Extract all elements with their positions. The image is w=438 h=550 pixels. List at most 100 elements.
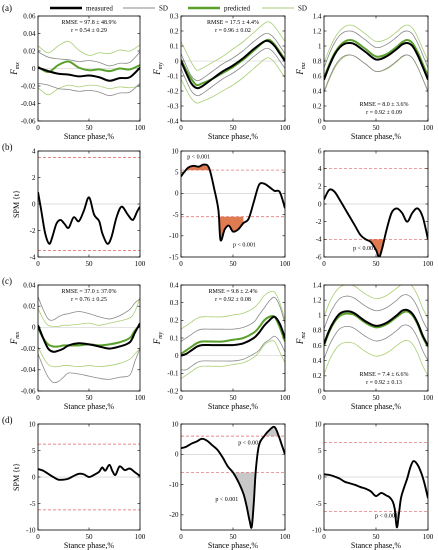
plot-area — [38, 157, 140, 251]
subplot-grid: RMSE = 97.8 ± 48.9% r = 0.54 ± 0.29 -0.06 -… — [9, 12, 434, 550]
chart-b3: p < 0.001 -6 -4 -2 0 2 4 6 0 50 100 — [316, 147, 434, 268]
y-axis-label: SPM {t} — [12, 463, 21, 491]
series-measured-sd-1 — [181, 32, 285, 82]
x-tick-label: 0 — [36, 533, 40, 541]
series-predicted-3 — [38, 324, 140, 348]
y-tick-label: -0.3 — [167, 102, 179, 110]
x-tick-label: 50 — [86, 260, 94, 268]
p-value-label-0: p < 0.001 — [238, 441, 261, 447]
y-axis-label-subscript: my — [158, 331, 164, 338]
plot-area — [181, 163, 285, 242]
y-axis-label-symbol: F — [295, 338, 305, 345]
panel-label-d: (d) — [2, 415, 13, 425]
series-predicted-3 — [181, 38, 285, 87]
x-tick-label: 0 — [322, 260, 326, 268]
series-measured-sd-2 — [324, 54, 428, 92]
series-predicted-sd-4 — [181, 21, 285, 71]
x-tick-label: 100 — [280, 394, 291, 402]
x-axis-label: Stance phase,% — [64, 402, 115, 411]
x-tick-label: 100 — [135, 533, 146, 541]
rmse-annotation: RMSE = 9.8 ± 2.4% — [208, 289, 257, 295]
y-tick-label: 0 — [175, 190, 179, 198]
chart-c3: RMSE = 7.4 ± 6.6% r = 0.92 ± 0.13 0 0.2 0.4 0… — [295, 281, 434, 411]
y-tick-label: 0 — [175, 57, 179, 65]
series-measured-sd-1 — [38, 296, 140, 321]
rmse-annotation: RMSE = 8.0 ± 3.6% — [359, 102, 408, 108]
y-tick-label: 0.02 — [23, 303, 36, 311]
y-tick-label: 0.2 — [170, 317, 179, 325]
series-measured-sd-1 — [324, 294, 428, 331]
series-measured-0 — [38, 322, 140, 353]
y-tick-label: 10 — [29, 420, 37, 428]
chart-b1: -4 -2 0 2 4 0 50 100 SPM {t} — [12, 147, 146, 268]
y-tick-label: -10 — [26, 526, 36, 534]
y-tick-label: 0 — [32, 324, 36, 332]
y-tick-label: -0.2 — [167, 87, 179, 95]
spm-t-curve — [181, 163, 285, 242]
series-measured-sd-2 — [181, 335, 285, 371]
x-tick-label: 0 — [322, 124, 326, 132]
x-tick-label: 100 — [280, 533, 291, 541]
y-tick-label: 0.2 — [170, 27, 179, 35]
y-tick-label: -10 — [312, 526, 322, 534]
correlation-annotation: r = 0.92 ± 0.13 — [366, 380, 402, 386]
chart-c2: RMSE = 9.8 ± 2.4% r = 0.92 ± 0.08 -0.2 -0.1… — [152, 281, 291, 411]
series-measured-sd-2 — [324, 324, 428, 361]
p-value-label-0: p < 0.001 — [375, 513, 398, 519]
plot-area — [181, 425, 285, 529]
x-tick-label: 100 — [135, 394, 146, 402]
p-value-label-1: p < 0.001 — [215, 497, 238, 503]
x-tick-label: 100 — [423, 124, 434, 132]
x-tick-label: 0 — [179, 260, 183, 268]
series-predicted-sd-5 — [181, 57, 285, 104]
y-tick-label: -15 — [169, 253, 179, 261]
y-tick-label: -5 — [316, 500, 322, 508]
panel-label-a: (a) — [2, 3, 12, 13]
plot-area — [181, 290, 285, 379]
x-tick-label: 100 — [280, 260, 291, 268]
y-tick-label: -0.2 — [167, 387, 179, 395]
spm-t-curve — [38, 191, 140, 245]
x-tick-label: 50 — [373, 124, 381, 132]
series-measured-0 — [181, 315, 285, 357]
y-axis-label: Fmx — [9, 331, 21, 345]
y-tick-label: -4 — [30, 253, 36, 261]
y-tick-label: 0.02 — [23, 47, 36, 55]
plot-area — [181, 21, 285, 104]
p-value-label-0: p < 0.001 — [353, 246, 376, 252]
x-tick-label: 50 — [230, 124, 238, 132]
series-measured-sd-1 — [38, 51, 140, 67]
chart-c1: RMSE = 37.0 ± 37.0% r = 0.76 ± 0.25 -0.06 -… — [9, 281, 146, 411]
x-tick-label: 100 — [423, 533, 434, 541]
y-tick-label: -0.06 — [21, 117, 36, 125]
x-tick-label: 50 — [86, 533, 94, 541]
y-tick-label: -0.1 — [167, 370, 179, 378]
plot-area — [38, 443, 140, 511]
x-tick-label: 50 — [230, 260, 238, 268]
x-tick-label: 50 — [86, 124, 94, 132]
y-axis-label-subscript: mz — [301, 62, 307, 69]
correlation-annotation: r = 0.54 ± 0.29 — [71, 28, 107, 34]
y-tick-label: -5 — [30, 500, 36, 508]
y-axis-label-subscript: my — [158, 62, 164, 69]
series-predicted-sd-5 — [38, 84, 140, 96]
y-tick-label: 0 — [318, 200, 322, 208]
series-measured-sd-1 — [324, 30, 428, 68]
y-axis-label: Fmy — [152, 62, 164, 76]
rmse-annotation: RMSE = 97.8 ± 48.9% — [61, 20, 116, 26]
series-predicted-sd-5 — [324, 339, 428, 377]
x-tick-label: 0 — [179, 394, 183, 402]
y-tick-label: 1 — [318, 312, 322, 320]
chart-a1: RMSE = 97.8 ± 48.9% r = 0.54 ± 0.29 -0.06 -… — [9, 12, 146, 141]
series-predicted-3 — [38, 60, 140, 73]
y-tick-label: 0.1 — [170, 42, 179, 50]
y-tick-label: 0.04 — [23, 281, 36, 289]
y-tick-label: 0 — [32, 65, 36, 73]
x-axis-label: Stance phase,% — [351, 402, 402, 411]
y-tick-label: -5 — [173, 211, 179, 219]
x-axis-label: Stance phase,% — [208, 541, 259, 550]
y-tick-label: -0.02 — [21, 82, 36, 90]
series-predicted-sd-4 — [38, 297, 140, 327]
y-axis-label-symbol: F — [152, 69, 162, 76]
